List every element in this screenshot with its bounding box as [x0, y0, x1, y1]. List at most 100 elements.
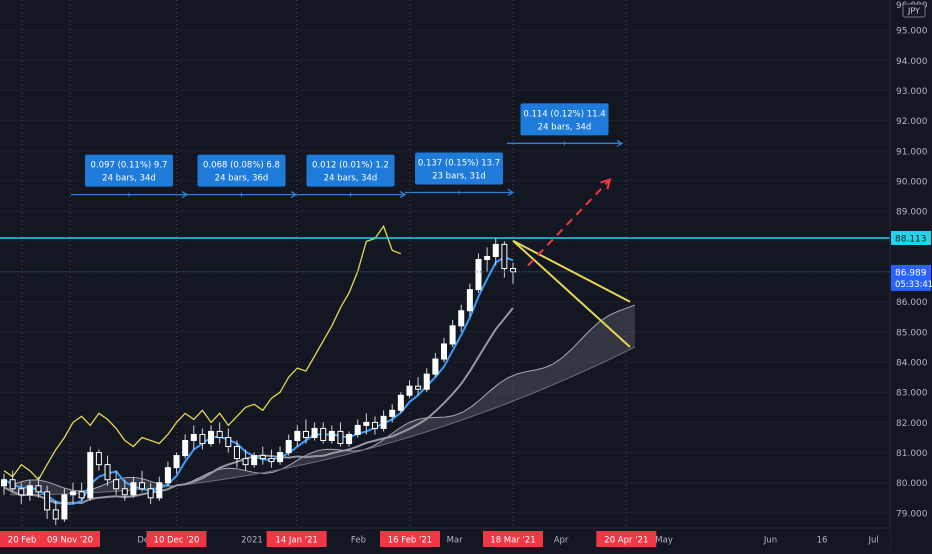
- candle[interactable]: [113, 479, 120, 490]
- candle[interactable]: [466, 289, 473, 312]
- candle[interactable]: [285, 440, 292, 454]
- candle[interactable]: [458, 310, 465, 327]
- candle[interactable]: [199, 433, 206, 445]
- candle[interactable]: [415, 385, 422, 390]
- candle[interactable]: [277, 452, 284, 463]
- candle[interactable]: [311, 427, 318, 438]
- measure-value: 0.137 (0.15%) 13.7: [418, 158, 500, 168]
- candle[interactable]: [52, 509, 59, 520]
- candle[interactable]: [190, 433, 197, 442]
- date-highlight-label: 10 Dec '20: [154, 536, 200, 546]
- candle[interactable]: [302, 430, 309, 438]
- candle[interactable]: [147, 488, 154, 499]
- candle[interactable]: [449, 325, 456, 345]
- candle[interactable]: [182, 440, 189, 457]
- candle[interactable]: [18, 488, 25, 496]
- candle[interactable]: [501, 243, 508, 270]
- candle[interactable]: [354, 424, 361, 435]
- date-tick-label: Jun: [763, 536, 777, 546]
- candle[interactable]: [294, 430, 301, 442]
- date-highlight-tag[interactable]: [266, 531, 327, 547]
- candle[interactable]: [225, 436, 232, 448]
- candle[interactable]: [259, 455, 266, 460]
- candle[interactable]: [423, 373, 430, 390]
- measurements[interactable]: 0.097 (0.11%) 9.7 24 bars, 34d 0.068 (0.08…: [71, 103, 624, 199]
- candle[interactable]: [440, 343, 447, 360]
- candle[interactable]: [510, 268, 516, 273]
- date-tick-label: Mar: [447, 536, 464, 546]
- measure-box: [306, 154, 395, 187]
- candle[interactable]: [1, 479, 7, 487]
- measurement-tool[interactable]: 0.114 (0.12%) 11.4 24 bars, 34d: [507, 103, 624, 147]
- candle[interactable]: [61, 494, 68, 520]
- measure-value: 0.097 (0.11%) 9.7: [91, 161, 168, 171]
- price-axis[interactable]: 79.000 80.000 81.000 82.000 83.000 84.000 85.0…: [889, 0, 932, 550]
- candle[interactable]: [328, 430, 335, 442]
- candle[interactable]: [371, 421, 378, 429]
- measure-arrow: [399, 191, 407, 199]
- candle[interactable]: [9, 479, 16, 490]
- candle[interactable]: [208, 430, 215, 445]
- candle[interactable]: [87, 452, 94, 499]
- candle[interactable]: [156, 482, 163, 499]
- candles[interactable]: [1, 238, 516, 525]
- candle[interactable]: [380, 415, 387, 429]
- candle[interactable]: [164, 467, 171, 484]
- date-highlight-tag[interactable]: [146, 531, 207, 547]
- candle[interactable]: [121, 488, 128, 496]
- candle[interactable]: [363, 421, 370, 426]
- projection-arrow-line[interactable]: [527, 178, 611, 267]
- candle[interactable]: [173, 455, 180, 469]
- measurement-tool[interactable]: 0.097 (0.11%) 9.7 24 bars, 34d: [71, 154, 189, 199]
- candle[interactable]: [346, 433, 353, 445]
- candle[interactable]: [139, 482, 146, 490]
- candle[interactable]: [35, 485, 42, 493]
- candle[interactable]: [432, 358, 439, 375]
- date-highlight-tag[interactable]: [483, 531, 543, 547]
- measurement-tool[interactable]: 0.012 (0.01%) 1.2 24 bars, 34d: [296, 154, 407, 199]
- date-highlight-label: 20 Apr '21: [604, 536, 648, 546]
- candle[interactable]: [70, 491, 77, 496]
- fan-line-upper[interactable]: [512, 239, 631, 303]
- measurement-tool[interactable]: 0.068 (0.08%) 6.8 24 bars, 36d: [187, 154, 298, 199]
- measurement-tool[interactable]: 0.137 (0.15%) 13.7 23 bars, 31d: [405, 152, 515, 197]
- candle[interactable]: [26, 485, 33, 496]
- price-tick-label: 86.000: [896, 298, 928, 308]
- candle[interactable]: [233, 446, 240, 460]
- measure-bars: 23 bars, 31d: [432, 171, 486, 181]
- candle[interactable]: [492, 243, 499, 257]
- date-tick-label: Dec: [137, 536, 154, 546]
- current-price-tag[interactable]: [891, 264, 931, 291]
- date-tick-label: Jul: [867, 536, 878, 546]
- level-price-tag[interactable]: [891, 230, 931, 245]
- candle[interactable]: [320, 427, 327, 442]
- candle[interactable]: [484, 255, 491, 260]
- candle[interactable]: [242, 458, 249, 466]
- date-highlight-tag[interactable]: [40, 531, 100, 547]
- price-tick-label: 83.000: [896, 389, 928, 399]
- candle[interactable]: [216, 430, 223, 438]
- candle[interactable]: [337, 430, 344, 445]
- candle[interactable]: [78, 491, 85, 499]
- candle[interactable]: [475, 258, 482, 291]
- candle[interactable]: [251, 455, 258, 466]
- price-tick-label: 81.000: [896, 449, 928, 459]
- candle[interactable]: [389, 409, 396, 417]
- price-tick-label: 95.000: [896, 27, 928, 37]
- candle[interactable]: [268, 458, 275, 463]
- fan-line-lower[interactable]: [512, 240, 631, 348]
- drawings[interactable]: [0, 178, 890, 348]
- candle[interactable]: [95, 452, 102, 466]
- candle[interactable]: [44, 491, 51, 511]
- date-axis-bg: [0, 528, 890, 550]
- candle[interactable]: [397, 394, 404, 411]
- date-highlight-tag[interactable]: [379, 531, 440, 547]
- candle[interactable]: [104, 464, 111, 481]
- date-highlight-tag[interactable]: [596, 531, 657, 547]
- currency-badge[interactable]: [902, 3, 926, 18]
- candle[interactable]: [406, 385, 413, 396]
- candle[interactable]: [130, 482, 137, 496]
